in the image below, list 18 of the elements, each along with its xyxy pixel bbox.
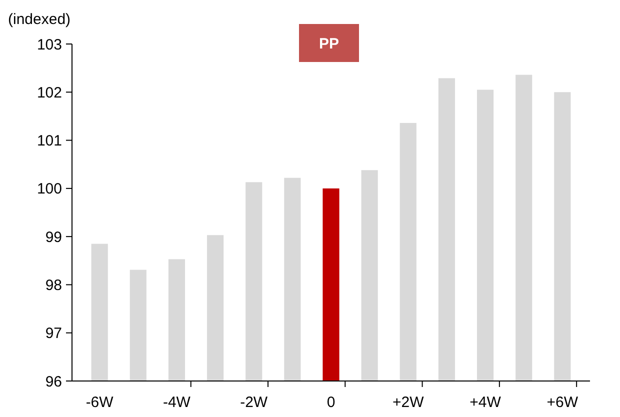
x-tick-label: 0 [326, 394, 336, 411]
y-tick-label: 96 [45, 373, 62, 390]
y-tick-label: 102 [36, 84, 62, 102]
y-tick-label: 103 [36, 36, 62, 54]
y-tick-label: 98 [45, 276, 62, 294]
x-tick-label: +6W [546, 394, 579, 411]
x-tick-label: -2W [240, 394, 268, 411]
x-tick-label: +4W [470, 394, 502, 411]
y-axis-title: (indexed) [8, 11, 71, 28]
label-box: PP [299, 24, 359, 62]
y-tick-label: 100 [36, 180, 62, 198]
x-tick-label: -4W [162, 394, 192, 411]
x-tick-label: -6W [86, 394, 114, 411]
y-tick-label: 97 [45, 325, 62, 342]
x-tick-label: +2W [392, 394, 425, 411]
y-tick-label: 101 [36, 132, 62, 150]
annotation: PP [318, 35, 340, 52]
y-tick-label: 99 [45, 228, 62, 246]
